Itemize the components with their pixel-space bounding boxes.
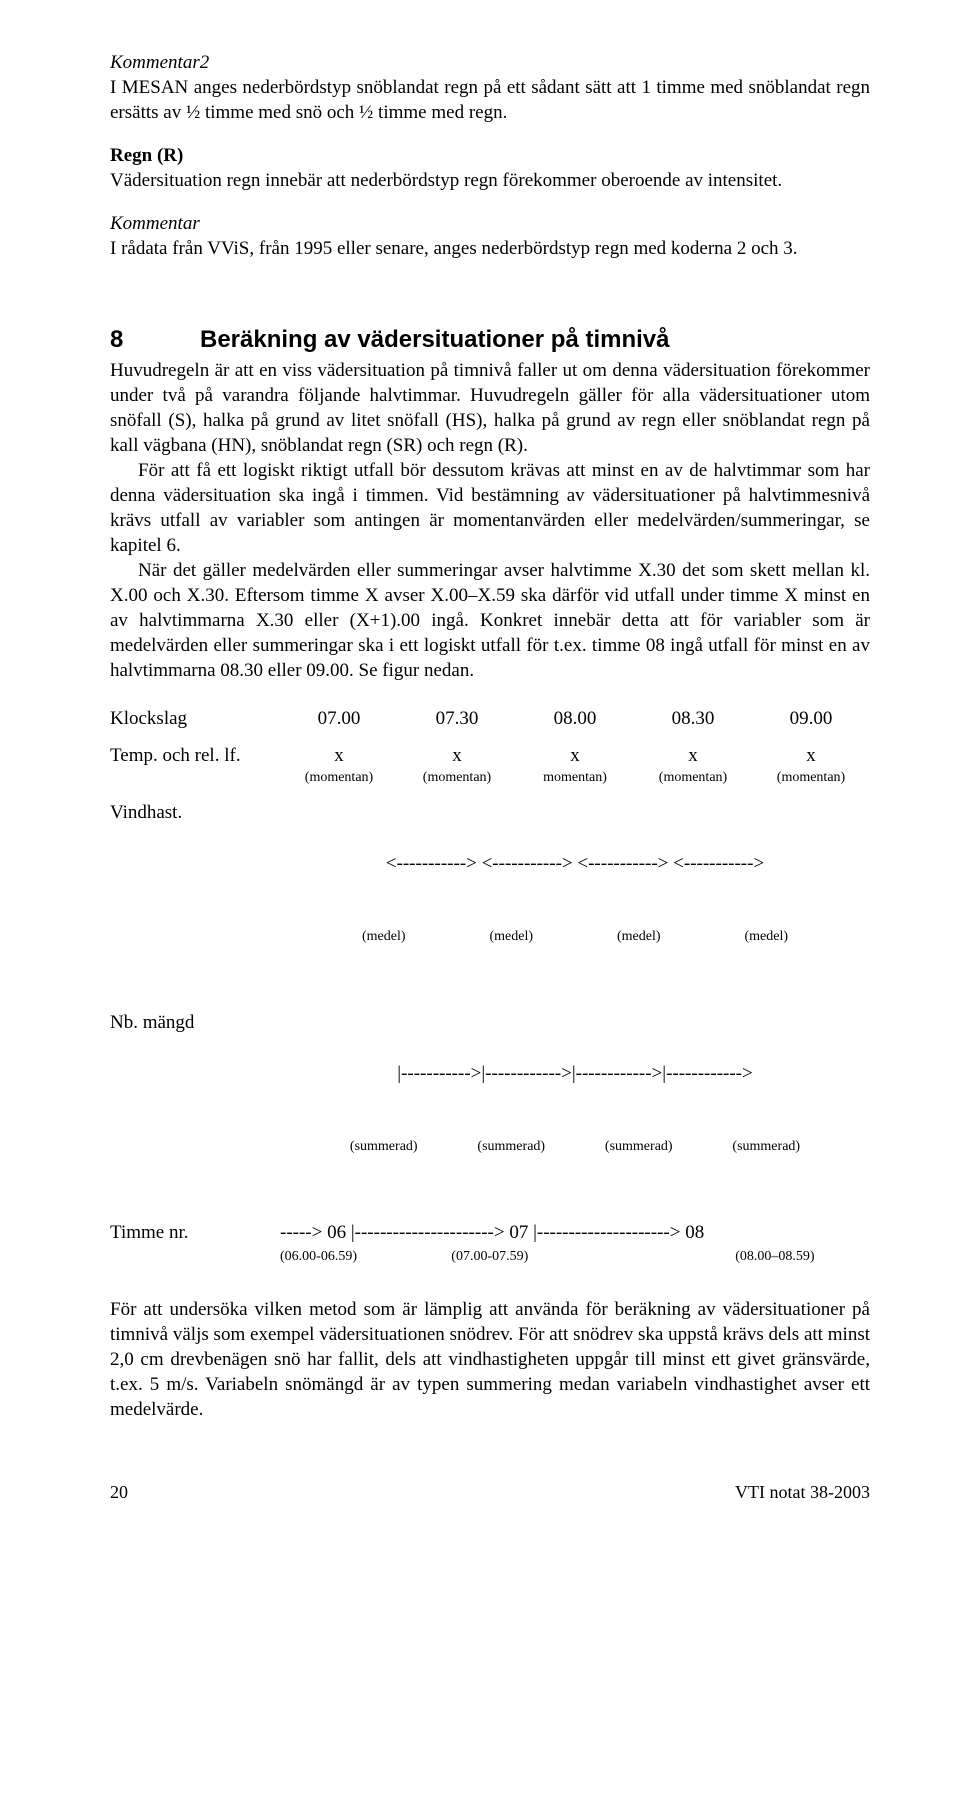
row-klockslag: Klockslag 07.00 07.30 08.00 08.30 09.00 <box>110 706 870 732</box>
time-table: Klockslag 07.00 07.30 08.00 08.30 09.00 … <box>110 706 870 1267</box>
nb-line: |----------->|------------>|------------… <box>280 1061 870 1087</box>
body-p3: När det gäller medelvärden eller summeri… <box>110 558 870 683</box>
klock-cell: 08.30 <box>634 706 752 732</box>
page-number: 20 <box>110 1482 128 1503</box>
nb-sub: (summerad) <box>448 1138 576 1157</box>
kommentar2-body: I MESAN anges nederbördstyp snöblandat r… <box>110 75 870 125</box>
temp-cell: xmomentan) <box>516 743 634 788</box>
temp-cell: x(momentan) <box>280 743 398 788</box>
klock-cell: 07.30 <box>398 706 516 732</box>
page-footer: 20 VTI notat 38-2003 <box>110 1482 870 1503</box>
body-p1: Huvudregeln är att en viss vädersituatio… <box>110 358 870 458</box>
document-page: Kommentar2 I MESAN anges nederbördstyp s… <box>0 0 960 1543</box>
vind-sub: (medel) <box>703 928 831 947</box>
temp-cell: x(momentan) <box>634 743 752 788</box>
label-timme: Timme nr. <box>110 1220 280 1246</box>
section-8-heading: 8Beräkning av vädersituationer på timniv… <box>110 326 870 354</box>
row-nb: Nb. mängd |----------->|------------>|--… <box>110 1010 870 1208</box>
doc-id: VTI notat 38-2003 <box>735 1482 870 1503</box>
timme-sub: (07.00-07.59) <box>451 1248 679 1267</box>
kommentar-body: I rådata från VViS, från 1995 eller sena… <box>110 236 870 261</box>
nb-sub: (summerad) <box>575 1138 703 1157</box>
row-timme: Timme nr. -----> 06 |-------------------… <box>110 1220 870 1246</box>
vind-sub: (medel) <box>320 928 448 947</box>
timme-sub: (08.00–08.59) <box>680 1248 870 1267</box>
heading-number: 8 <box>110 326 200 354</box>
temp-cell: x(momentan) <box>398 743 516 788</box>
nb-sub: (summerad) <box>703 1138 831 1157</box>
timme-sub: (06.00-06.59) <box>280 1248 451 1267</box>
label-temp: Temp. och rel. lf. <box>110 743 280 769</box>
timme-sub-row: (06.00-06.59) (07.00-07.59) (08.00–08.59… <box>280 1248 870 1267</box>
regn-body: Vädersituation regn innebär att nederbör… <box>110 168 870 193</box>
body-p2: För att få ett logiskt riktigt utfall bö… <box>110 458 870 558</box>
row-temp: Temp. och rel. lf. x(momentan) x(momenta… <box>110 743 870 788</box>
klock-cell: 08.00 <box>516 706 634 732</box>
kommentar2-title: Kommentar2 <box>110 50 870 75</box>
timme-line: -----> 06 |----------------------> 07 |-… <box>280 1220 870 1246</box>
heading-text: Beräkning av vädersituationer på timnivå <box>200 326 670 353</box>
klock-cell: 09.00 <box>752 706 870 732</box>
label-klockslag: Klockslag <box>110 706 280 732</box>
klock-cell: 07.00 <box>280 706 398 732</box>
label-nb: Nb. mängd <box>110 1010 280 1036</box>
vind-sub: (medel) <box>575 928 703 947</box>
nb-sub: (summerad) <box>320 1138 448 1157</box>
regn-title: Regn (R) <box>110 143 870 168</box>
vind-sub: (medel) <box>448 928 576 947</box>
row-vindhast: Vindhast. <-----------> <-----------> <-… <box>110 800 870 998</box>
kommentar-title: Kommentar <box>110 211 870 236</box>
label-vindhast: Vindhast. <box>110 800 280 826</box>
body-after: För att undersöka vilken metod som är lä… <box>110 1297 870 1422</box>
temp-cell: x(momentan) <box>752 743 870 788</box>
vind-line: <-----------> <-----------> <-----------… <box>280 851 870 877</box>
